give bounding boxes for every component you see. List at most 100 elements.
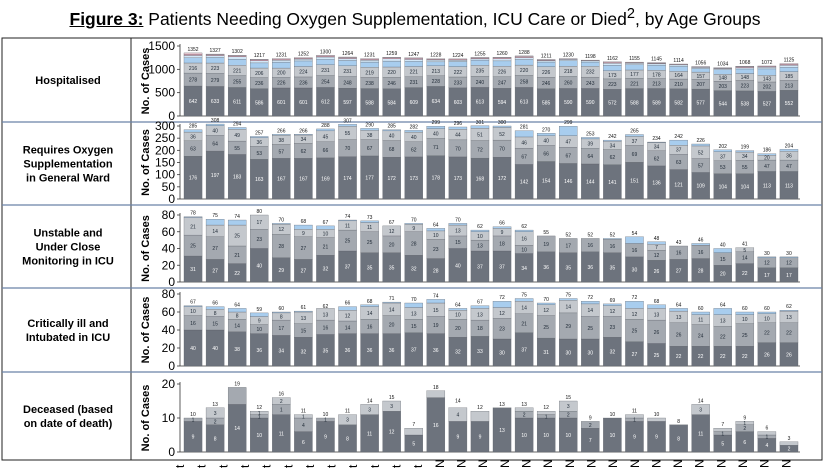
- y-tick-label: 100: [155, 168, 175, 182]
- data-label: 40: [411, 135, 417, 141]
- total-label: 1217: [254, 53, 265, 59]
- total-label: 66: [345, 301, 351, 307]
- data-label: 22: [786, 331, 792, 337]
- bar-segment: [536, 61, 556, 67]
- bar-segment: [514, 57, 534, 60]
- bar-segment: [426, 390, 446, 398]
- total-label: 1302: [232, 49, 243, 55]
- data-label: 104: [741, 184, 750, 190]
- data-label: 164: [674, 73, 683, 79]
- data-label: 11: [279, 431, 284, 437]
- data-label: 25: [234, 234, 240, 240]
- data-label: 63: [190, 147, 196, 153]
- data-label: 36: [367, 348, 373, 354]
- y-tick-label: 1500: [148, 39, 175, 53]
- data-label: 28: [433, 268, 439, 274]
- total-label: 60: [742, 306, 748, 312]
- data-label: 21: [323, 244, 329, 250]
- data-label: 5: [721, 442, 724, 448]
- data-label: 2: [567, 413, 570, 419]
- bar-segment: [227, 387, 247, 405]
- bar-segment: [272, 60, 291, 63]
- data-label: 66: [323, 148, 329, 154]
- data-label: 11: [698, 318, 703, 324]
- data-label: 177: [365, 175, 374, 181]
- data-label: 27: [212, 246, 218, 252]
- total-label: 9: [743, 415, 746, 421]
- data-label: 104: [719, 184, 728, 190]
- data-label: 232: [586, 70, 595, 76]
- bar-segment: [647, 62, 666, 64]
- data-label: 9: [258, 319, 261, 325]
- bar-segment: [691, 67, 710, 69]
- data-label: 38: [234, 347, 240, 353]
- bar-segment: [492, 226, 512, 229]
- data-label: 13: [499, 428, 505, 434]
- x-tick-label: t: [411, 464, 425, 468]
- data-label: 23: [610, 325, 616, 331]
- data-label: 22: [742, 271, 748, 277]
- data-label: 1: [545, 414, 548, 420]
- data-label: 17: [256, 220, 262, 226]
- bar-segment: [183, 55, 203, 58]
- total-label: 64: [676, 302, 682, 308]
- data-label: 4: [766, 443, 769, 449]
- x-tick-label: t: [346, 464, 360, 468]
- bar-segment: [316, 59, 335, 65]
- total-label: 64: [433, 222, 439, 228]
- bar-segment: [272, 58, 291, 60]
- bar-segment: [559, 126, 578, 136]
- bar-segment: [382, 301, 401, 304]
- x-tick-label: N: [433, 459, 447, 468]
- y-axis-label: No. of Cases: [140, 129, 152, 196]
- bar-segment: [205, 306, 225, 310]
- data-label: 27: [632, 352, 638, 358]
- data-label: 207: [697, 82, 706, 88]
- bar-segment: [713, 68, 732, 70]
- x-tick-label: t: [303, 464, 317, 468]
- data-label: 13: [477, 312, 483, 318]
- bar-segment: [735, 67, 755, 70]
- data-label: 226: [498, 69, 507, 75]
- data-label: 35: [610, 265, 616, 271]
- data-label: 10: [323, 231, 329, 237]
- data-label: 40: [389, 134, 395, 140]
- data-label: 14: [588, 308, 594, 314]
- data-label: 236: [299, 80, 308, 86]
- data-label: 235: [476, 69, 485, 75]
- data-label: 544: [719, 101, 728, 107]
- bar-segment: [227, 56, 247, 60]
- data-label: 13: [411, 311, 417, 317]
- bar-segment: [669, 66, 688, 72]
- data-label: 163: [255, 177, 264, 183]
- data-label: 1: [721, 431, 724, 437]
- bar-segment: [779, 256, 799, 258]
- data-label: 25: [654, 353, 660, 359]
- data-label: 1: [258, 411, 261, 417]
- data-label: 36: [433, 348, 439, 354]
- data-label: 40: [543, 139, 549, 145]
- data-label: 2: [214, 419, 217, 425]
- total-label: 12: [256, 405, 262, 411]
- total-label: 1300: [320, 49, 331, 55]
- bar-segment: [360, 61, 379, 68]
- data-label: 16: [433, 423, 439, 429]
- bar-segment: [338, 306, 357, 311]
- bar-segment: [713, 308, 732, 315]
- bar-segment: [183, 216, 203, 218]
- data-label: 8: [214, 436, 217, 442]
- x-tick-label: N: [736, 459, 750, 468]
- data-label: 12: [345, 314, 351, 320]
- data-label: 2: [280, 399, 283, 405]
- bar-segment: [426, 228, 446, 232]
- bar-segment: [603, 303, 622, 306]
- bar-segment: [448, 407, 468, 422]
- bar-segment: [272, 311, 291, 314]
- data-label: 113: [785, 183, 793, 189]
- data-label: 172: [498, 176, 507, 182]
- bar-segment: [779, 64, 799, 66]
- data-label: 47: [786, 164, 792, 170]
- data-label: 37: [345, 265, 351, 271]
- data-label: 13: [477, 244, 483, 250]
